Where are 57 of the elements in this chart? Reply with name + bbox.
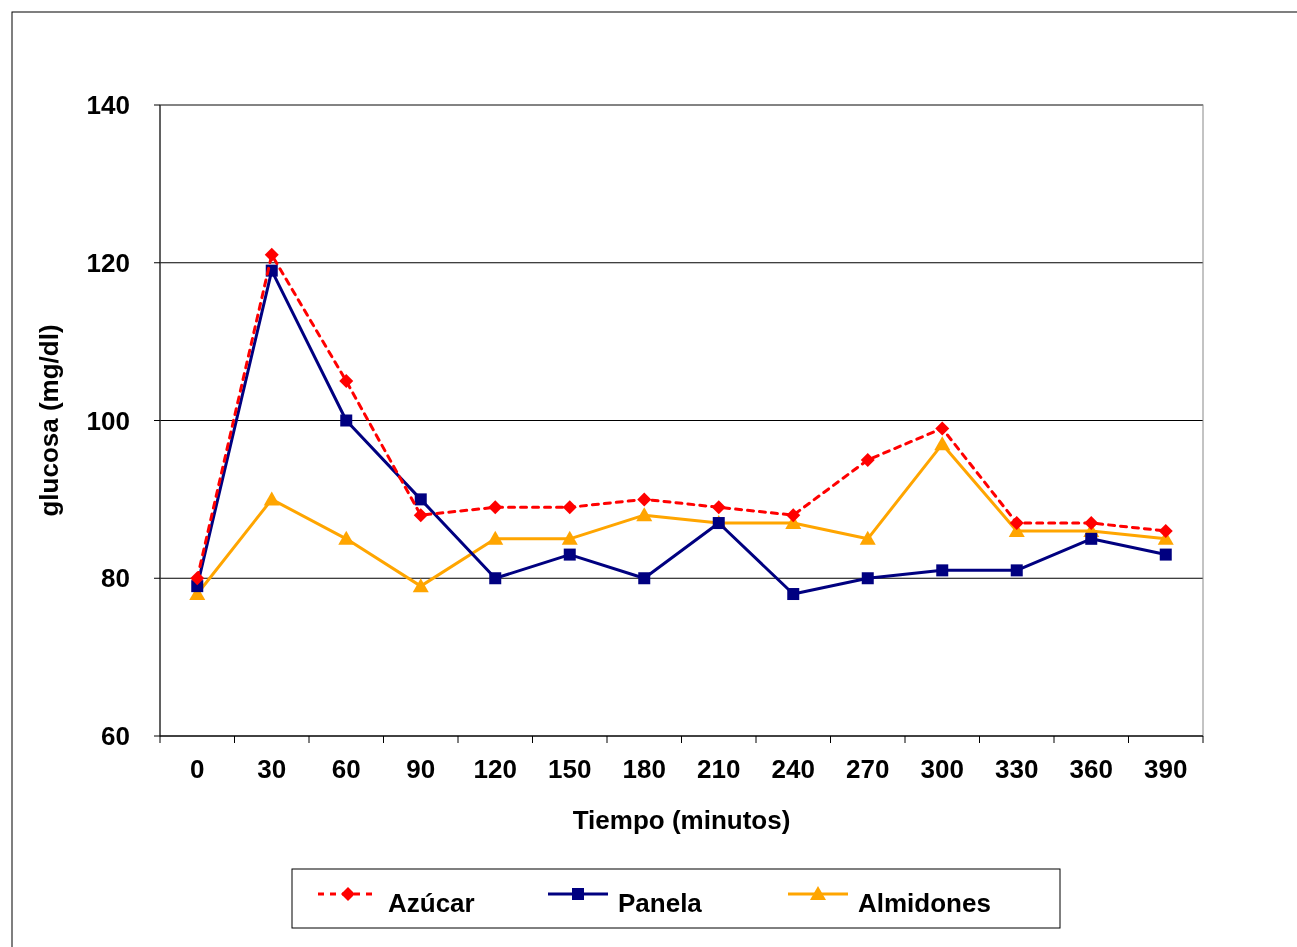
- point: [1159, 548, 1172, 561]
- point: [264, 247, 279, 262]
- point: [561, 530, 578, 545]
- point: [934, 436, 951, 451]
- y-tick-label: 120: [86, 247, 130, 278]
- x-tick-label: 180: [622, 754, 666, 784]
- point: [860, 452, 875, 467]
- x-tick-label: 300: [920, 754, 964, 784]
- point: [489, 572, 502, 585]
- point: [935, 421, 950, 436]
- point: [1010, 564, 1023, 577]
- point: [1158, 523, 1173, 538]
- x-tick-label: 390: [1144, 754, 1188, 784]
- point: [413, 508, 428, 523]
- x-tick-label: 240: [771, 754, 815, 784]
- legend-label: Panela: [618, 888, 703, 918]
- point: [711, 500, 726, 515]
- x-tick-label: 270: [846, 754, 890, 784]
- legend-label: Almidones: [858, 888, 991, 918]
- point: [936, 564, 949, 577]
- point: [859, 530, 876, 545]
- point: [638, 572, 651, 585]
- x-tick-label: 150: [548, 754, 592, 784]
- point: [1009, 516, 1024, 531]
- x-tick-label: 0: [190, 754, 205, 784]
- point: [190, 571, 205, 586]
- x-tick-label: 30: [257, 754, 287, 784]
- x-tick-label: 360: [1069, 754, 1113, 784]
- point: [338, 530, 355, 545]
- point: [637, 492, 652, 507]
- point: [340, 414, 353, 427]
- x-tick-label: 60: [331, 754, 361, 784]
- point: [786, 508, 801, 523]
- point: [861, 572, 874, 585]
- x-tick-label: 120: [473, 754, 517, 784]
- point: [562, 500, 577, 515]
- point: [339, 374, 354, 389]
- y-axis-title: glucosa (mg/dl): [34, 324, 64, 517]
- x-tick-label: 90: [406, 754, 436, 784]
- y-tick-label: 60: [101, 721, 130, 751]
- y-tick-label: 80: [101, 563, 130, 594]
- point: [263, 491, 280, 506]
- point: [488, 500, 503, 515]
- point: [563, 548, 576, 561]
- point: [636, 507, 653, 522]
- point: [1085, 532, 1098, 545]
- legend-label: Azúcar: [388, 888, 475, 918]
- point: [412, 578, 429, 593]
- x-axis-title: Tiempo (minutos): [572, 805, 791, 835]
- point: [1084, 516, 1099, 531]
- x-tick-label: 210: [697, 754, 741, 784]
- point: [787, 588, 800, 601]
- x-tick-label: 330: [995, 754, 1039, 784]
- point: [487, 530, 504, 545]
- y-tick-label: 100: [86, 405, 130, 436]
- point: [414, 493, 427, 506]
- y-tick-label: 140: [86, 90, 130, 120]
